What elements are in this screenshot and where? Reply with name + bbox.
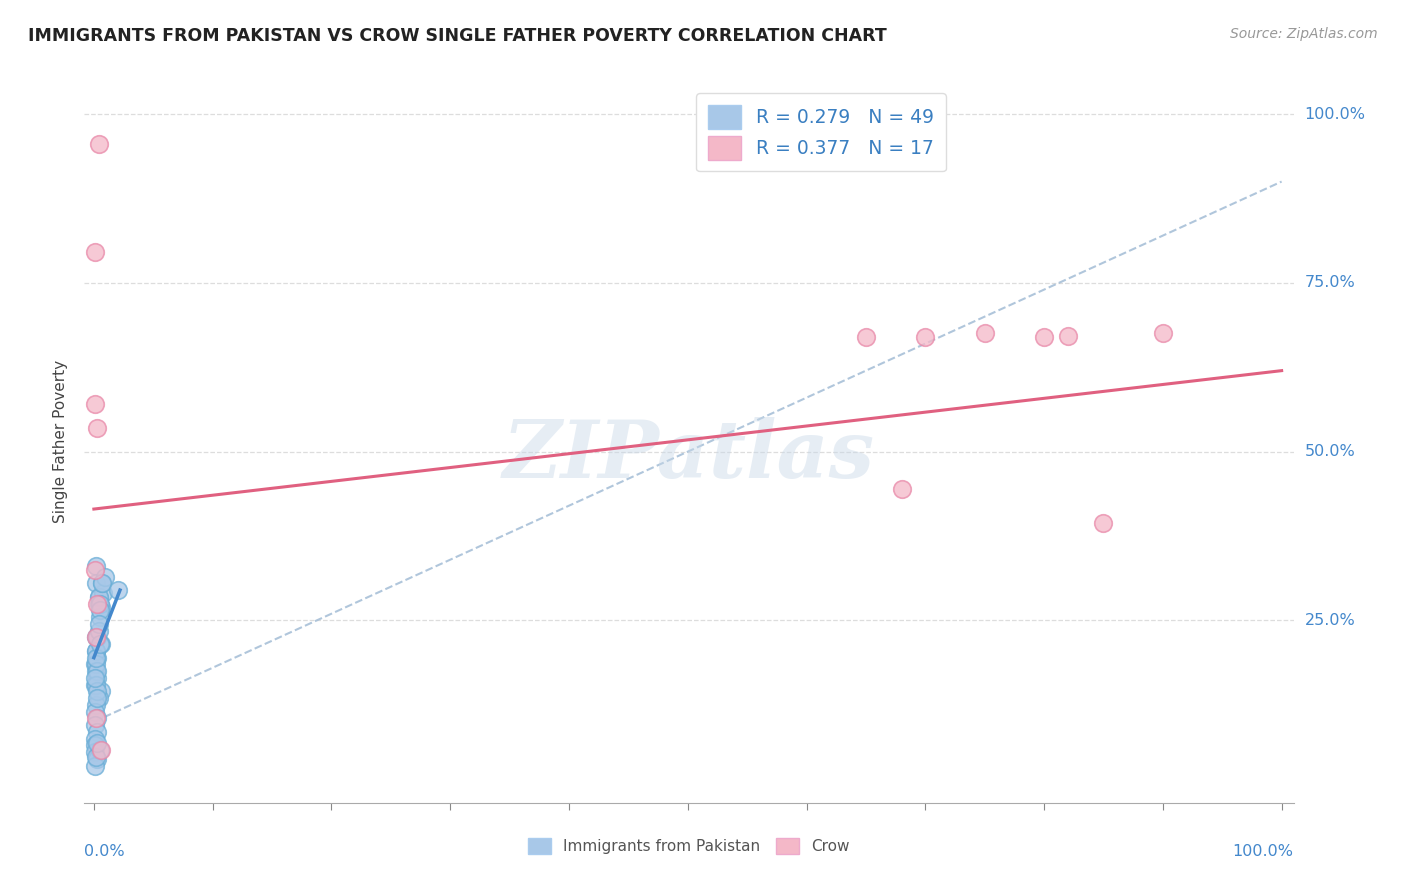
Point — [84, 671, 107, 685]
Point — [84, 739, 107, 753]
Point — [855, 330, 877, 344]
Point — [1056, 328, 1078, 343]
Point — [914, 330, 936, 344]
Point — [87, 590, 110, 604]
Point — [84, 718, 107, 732]
Point — [93, 586, 115, 600]
Point — [973, 326, 995, 341]
Point — [86, 597, 108, 611]
Point — [84, 745, 107, 759]
Point — [86, 650, 108, 665]
Point — [84, 731, 107, 746]
Point — [84, 678, 107, 692]
Point — [86, 664, 108, 678]
Point — [86, 752, 108, 766]
Text: 100.0%: 100.0% — [1233, 845, 1294, 860]
Point — [84, 657, 107, 672]
Point — [86, 671, 108, 685]
Point — [84, 644, 107, 658]
Point — [107, 583, 129, 598]
Text: 50.0%: 50.0% — [1305, 444, 1355, 459]
Point — [89, 743, 111, 757]
Point — [84, 657, 107, 672]
Point — [87, 616, 110, 631]
Point — [84, 750, 107, 764]
Text: 75.0%: 75.0% — [1305, 276, 1355, 291]
Point — [89, 603, 111, 617]
Point — [84, 705, 107, 719]
Text: 25.0%: 25.0% — [1305, 613, 1355, 628]
Text: ZIPatlas: ZIPatlas — [503, 417, 875, 495]
Point — [84, 758, 107, 772]
Point — [84, 711, 107, 725]
Point — [87, 624, 110, 638]
Point — [89, 610, 111, 624]
Point — [84, 397, 107, 411]
Point — [84, 650, 107, 665]
Text: Source: ZipAtlas.com: Source: ZipAtlas.com — [1230, 27, 1378, 41]
Point — [93, 569, 115, 583]
Point — [84, 245, 107, 260]
Y-axis label: Single Father Poverty: Single Father Poverty — [53, 360, 69, 523]
Point — [86, 631, 108, 645]
Legend: Immigrants from Pakistan, Crow: Immigrants from Pakistan, Crow — [522, 832, 856, 860]
Point — [84, 631, 107, 645]
Point — [87, 597, 110, 611]
Point — [86, 684, 108, 698]
Point — [1152, 326, 1174, 341]
Point — [91, 576, 114, 591]
Point — [87, 691, 110, 706]
Point — [90, 743, 112, 757]
Point — [86, 421, 108, 435]
Text: 0.0%: 0.0% — [84, 845, 125, 860]
Point — [1092, 516, 1115, 530]
Point — [91, 576, 114, 591]
Point — [84, 576, 107, 591]
Point — [86, 725, 108, 739]
Point — [89, 637, 111, 651]
Point — [890, 482, 912, 496]
Text: IMMIGRANTS FROM PAKISTAN VS CROW SINGLE FATHER POVERTY CORRELATION CHART: IMMIGRANTS FROM PAKISTAN VS CROW SINGLE … — [28, 27, 887, 45]
Point — [86, 736, 108, 750]
Point — [90, 599, 112, 614]
Point — [84, 678, 107, 692]
Point — [1033, 330, 1056, 344]
Point — [84, 631, 107, 645]
Point — [90, 684, 112, 698]
Point — [87, 137, 110, 152]
Point — [84, 664, 107, 678]
Point — [84, 563, 107, 577]
Point — [89, 597, 111, 611]
Point — [86, 691, 108, 706]
Point — [86, 711, 108, 725]
Text: 100.0%: 100.0% — [1305, 106, 1365, 121]
Point — [84, 559, 107, 574]
Point — [90, 637, 112, 651]
Point — [84, 698, 107, 712]
Point — [84, 644, 107, 658]
Point — [87, 590, 110, 604]
